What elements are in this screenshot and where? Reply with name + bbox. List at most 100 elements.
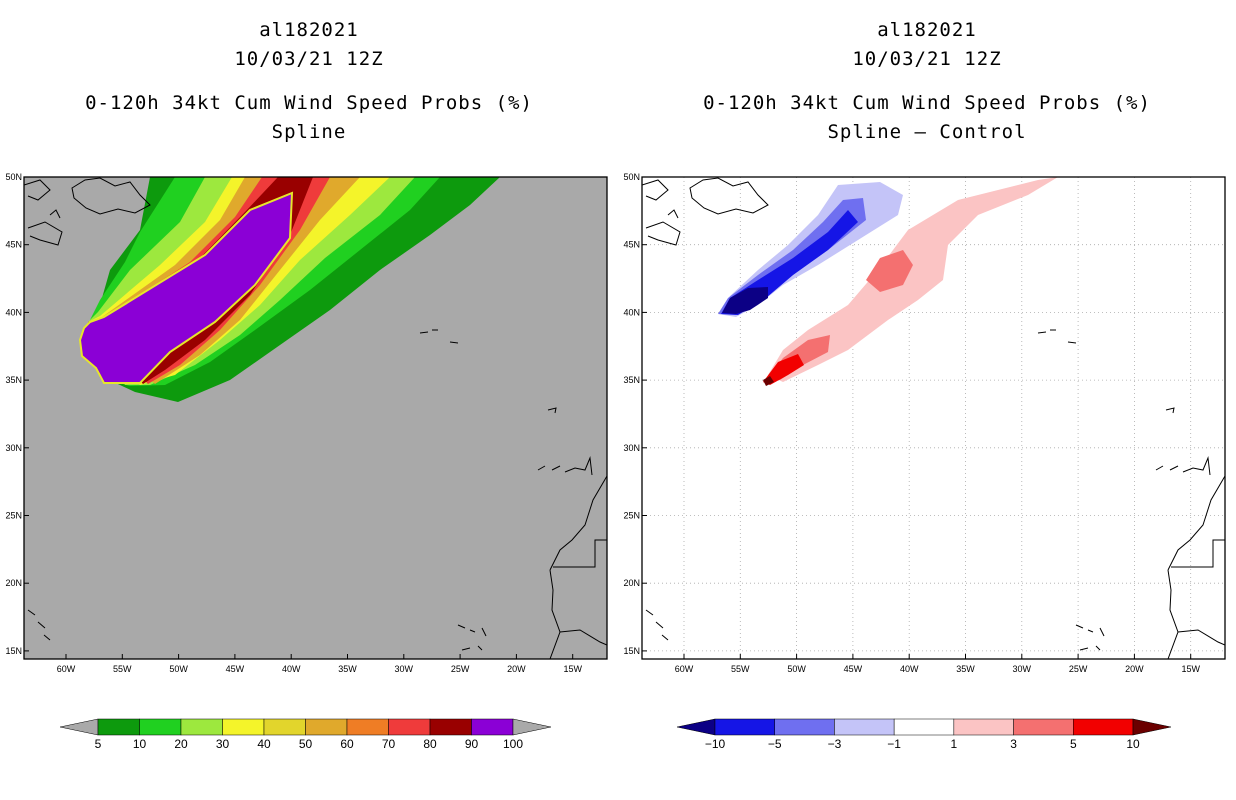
right-colorbar-swatch [714,718,775,736]
left-lon-label: 55W [113,664,132,674]
right-lat-label: 15N [623,646,640,656]
left-colorbar-label: 10 [133,737,147,751]
right-lon-label: 50W [787,664,806,674]
right-lat-label: 20N [623,578,640,588]
right-lon-label: 35W [956,664,975,674]
right-lon-label: 40W [900,664,919,674]
left-lat-label: 45N [5,240,22,250]
left-coastlines [24,177,607,659]
left-colorbar-swatch [305,718,348,736]
left-lon-label: 20W [507,664,526,674]
left-lon-label: 60W [57,664,76,674]
right-colorbar-label: −5 [768,737,782,751]
left-colorbar-swatch [97,718,140,736]
diff-pos-3-upper [866,250,913,292]
right-colorbar-over-arrow [1132,718,1172,736]
prob-band-100 [78,191,294,384]
left-colorbar-under-arrow [59,718,99,736]
left-colorbar-swatch [139,718,182,736]
diff-pos-5 [763,354,804,385]
left-lon-label: 30W [395,664,414,674]
left-colorbar-label: 50 [299,737,313,751]
diff-pos-1 [768,177,1058,382]
right-lon-label: 45W [844,664,863,674]
left-lon-label: 35W [338,664,357,674]
right-colorbar-label: −10 [705,737,726,751]
left-panel: al182021 10/03/21 12Z 0-120h 34kt Cum Wi… [5,19,608,751]
right-lat-label: 35N [623,375,640,385]
right-axis-labels: 50N 45N 40N 35N 30N 25N 20N 15N 60W 55W 50W 45W 40W 3… [623,172,1200,674]
left-colorbar-label: 60 [340,737,354,751]
right-colorbar-label: 5 [1070,737,1077,751]
right-map-svg: 50N 45N 40N 35N 30N 25N 20N 15N 60W 55W 50W 45W 40W 3… [623,172,1226,751]
left-colorbar-swatch [429,718,472,736]
right-lon-label: 20W [1125,664,1144,674]
left-colorbar-swatch [346,718,389,736]
left-lat-label: 25N [5,511,22,521]
left-datetime: 10/03/21 12Z [234,48,384,70]
left-lon-label: 45W [226,664,245,674]
left-colorbar-swatch [471,718,514,736]
right-lat-label: 40N [623,307,640,317]
right-lon-label: 15W [1181,664,1200,674]
left-lon-label: 25W [451,664,470,674]
left-map-svg: 50N 45N 40N 35N 30N 25N 20N 15N 60W 55W 50W 45W 40W 3… [5,172,608,751]
diff-pos-10 [763,376,774,386]
right-panel: al182021 10/03/21 12Z 0-120h 34kt Cum Wi… [618,0,1236,800]
right-lon-label: 60W [675,664,694,674]
left-lon-label: 50W [169,664,188,674]
right-lat-label: 25N [623,511,640,521]
right-colorbar-label: 3 [1010,737,1017,751]
right-colorbar-label: −3 [828,737,842,751]
left-product-title: 0-120h 34kt Cum Wind Speed Probs (%) [85,92,533,114]
left-subtitle: Spline [271,121,347,143]
right-colorbar-swatch [1073,718,1134,736]
right-lat-label: 50N [623,172,640,182]
left-lat-label: 30N [5,443,22,453]
left-colorbar-over-arrow [512,718,552,736]
right-colorbar-label: 1 [951,737,958,751]
right-difference-field [718,177,1058,386]
left-lat-label: 15N [5,646,22,656]
left-colorbar-label: 30 [216,737,230,751]
left-axis-labels: 50N 45N 40N 35N 30N 25N 20N 15N 60W 55W 50W 45W 40W 3… [5,172,582,674]
left-lon-label: 15W [563,664,582,674]
left-colorbar-label: 5 [95,737,102,751]
left-colorbar-label: 90 [465,737,479,751]
right-coastlines [642,177,1225,659]
left-lat-label: 40N [5,307,22,317]
right-product-title: 0-120h 34kt Cum Wind Speed Probs (%) [703,92,1151,114]
left-colorbar-label: 20 [174,737,188,751]
right-colorbar-under-arrow [676,718,716,736]
right-lat-label: 45N [623,240,640,250]
left-colorbar: 5 10 20 30 40 50 60 70 80 90 100 [59,718,552,751]
right-subtitle: Spline – Control [827,121,1027,143]
left-colorbar-swatch [180,718,223,736]
right-lon-label: 25W [1069,664,1088,674]
left-storm-id: al182021 [259,19,359,41]
left-colorbar-label: 40 [257,737,271,751]
left-map-frame [23,176,608,660]
right-lon-label: 30W [1013,664,1032,674]
right-storm-id: al182021 [877,19,977,41]
diff-neg-10 [722,287,768,314]
right-map-frame [641,176,1226,660]
right-colorbar: −10 −5 −3 −1 1 3 5 10 [676,718,1172,751]
left-colorbar-label: 100 [503,737,523,751]
left-colorbar-swatch [263,718,306,736]
left-colorbar-swatch [388,718,431,736]
right-colorbar-label: −1 [887,737,901,751]
left-colorbar-label: 70 [382,737,396,751]
right-colorbar-swatch [774,718,835,736]
right-colorbar-swatch [1013,718,1074,736]
left-lat-label: 20N [5,578,22,588]
right-colorbar-swatch [834,718,895,736]
right-lon-label: 55W [731,664,750,674]
right-datetime: 10/03/21 12Z [852,48,1002,70]
right-colorbar-swatch [953,718,1014,736]
left-colorbar-swatch [222,718,265,736]
left-colorbar-label: 80 [423,737,437,751]
left-lat-label: 50N [5,172,22,182]
right-lat-label: 30N [623,443,640,453]
left-lat-label: 35N [5,375,22,385]
